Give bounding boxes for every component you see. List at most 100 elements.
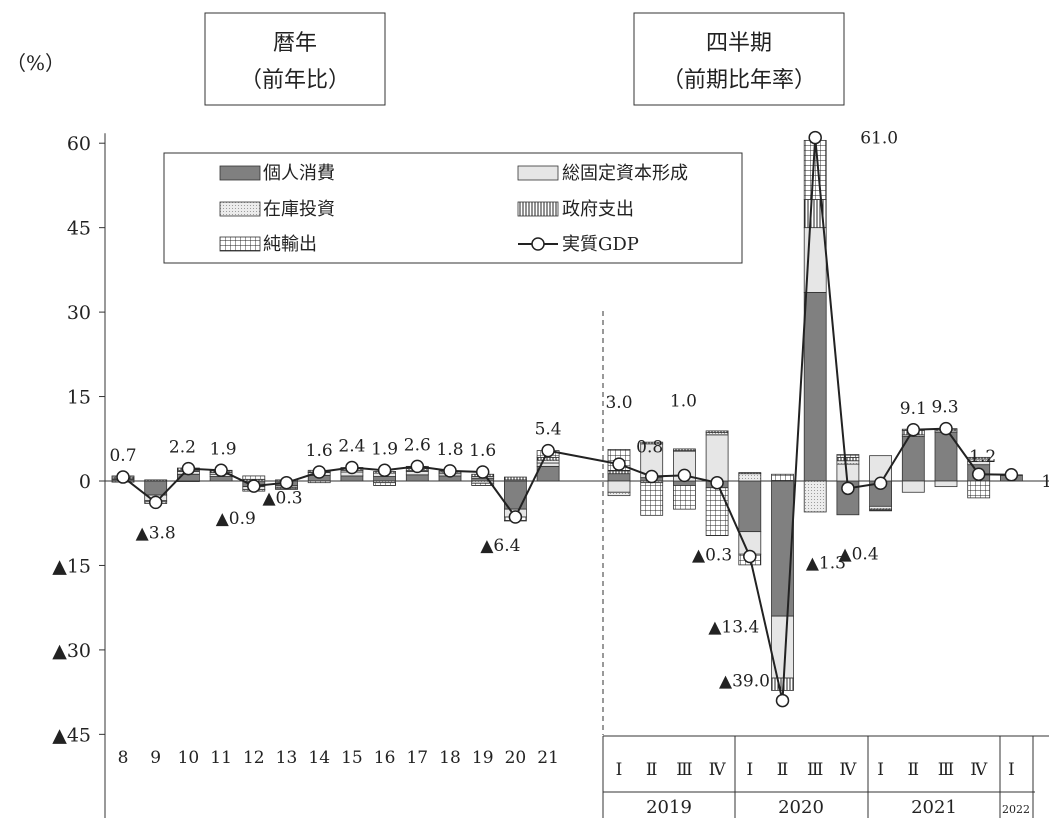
bar-segment-net-exports — [471, 482, 495, 486]
gdp-data-label: 1.6 — [306, 441, 333, 461]
x-tick-label: 15 — [341, 748, 363, 768]
gdp-point — [377, 463, 392, 478]
x-tick-label: 8 — [118, 748, 129, 768]
year-label-2019: 2019 — [646, 797, 692, 818]
gdp-data-label: ▲39.0 — [719, 672, 770, 692]
legend-swatch-net-exports — [219, 236, 261, 252]
bar-segment-investment — [934, 480, 958, 488]
gdp-data-label: ▲0.3 — [692, 546, 732, 566]
gdp-data-label: ▲1.3 — [806, 553, 846, 573]
gdp-data-label: 9.1 — [900, 399, 927, 419]
gdp-data-label: ▲0.3 — [262, 489, 302, 509]
x-tick-label: 13 — [276, 748, 298, 768]
gdp-point — [214, 463, 228, 478]
legend-label-gdp: 実質GDP — [562, 234, 639, 255]
x-tick-label: Ⅰ — [746, 760, 753, 780]
bar-segment-consumption — [340, 475, 364, 482]
axes: 60 45 30 15 0 ▲15 ▲30 ▲45 8 9 10 11 12 13 14 15 16 17 18 19… — [52, 133, 1049, 818]
quarterly-subtitle: （前期比年率） — [662, 68, 816, 93]
gdp-point — [116, 470, 130, 484]
gdp-point — [475, 465, 490, 479]
x-tick-label: 21 — [537, 748, 559, 768]
annual-title: 暦年 — [273, 31, 317, 56]
y-tick-label: 45 — [67, 218, 91, 240]
bar-segment-net-exports — [705, 487, 729, 537]
bar-segment-government — [503, 476, 527, 481]
legend-label-inventory: 在庫投資 — [263, 199, 335, 220]
bar-segment-investment — [705, 434, 729, 482]
bar-segment-consumption — [144, 480, 168, 496]
quarterly-title: 四半期 — [706, 31, 772, 56]
legend-label-consumption: 個人消費 — [263, 163, 335, 184]
y-tick-label: 60 — [67, 133, 91, 155]
x-tick-label: 14 — [308, 748, 330, 768]
bar-segment-consumption — [209, 476, 233, 482]
bar-segment-net-exports — [869, 509, 892, 512]
bar-segment-government — [640, 441, 664, 445]
gdp-point — [541, 443, 555, 458]
gdp-point — [508, 510, 523, 524]
gdp-point — [775, 693, 790, 708]
legend-label-net-exports: 純輸出 — [263, 234, 317, 255]
x-tick-label: 16 — [374, 748, 396, 768]
bar-segment-inventory — [869, 505, 892, 510]
gdp-point — [312, 465, 326, 479]
bar-segment-net-exports — [640, 482, 664, 516]
bar-segment-consumption — [536, 465, 560, 482]
year-label-2021: 2021 — [911, 797, 957, 818]
y-tick-label: ▲45 — [52, 724, 91, 746]
bar-segment-inventory — [836, 460, 860, 465]
gdp-point — [644, 469, 659, 484]
legend: 個人消費 総固定資本形成 在庫投資 政府支出 純輸出 実質GDP — [163, 152, 743, 264]
bar-segment-net-exports — [242, 475, 266, 480]
gdp-data-label: 5.4 — [535, 420, 562, 440]
legend-swatch-government — [517, 201, 559, 217]
y-tick-label: 30 — [67, 302, 91, 324]
bar-segment-government — [536, 456, 560, 461]
x-tick-label: Ⅲ — [807, 760, 823, 780]
bar-segment-consumption — [738, 480, 762, 533]
bar-segment-government — [607, 470, 631, 475]
y-tick-label: 0 — [79, 471, 91, 493]
x-tick-label: Ⅳ — [970, 760, 988, 780]
gdp-line-layer — [116, 130, 1019, 708]
x-tick-label: Ⅱ — [646, 760, 658, 780]
x-tick-label: Ⅳ — [709, 760, 727, 780]
legend-swatch-consumption — [219, 165, 261, 181]
gdp-data-label: ▲0.4 — [839, 544, 879, 564]
gdp-data-label: 2.6 — [404, 435, 431, 455]
bar-segment-investment — [901, 480, 925, 493]
gdp-data-label: 1.2 — [969, 447, 996, 467]
bar-segment-inventory — [738, 473, 762, 482]
bar-segment-consumption — [803, 291, 827, 482]
year-label-2020: 2020 — [778, 797, 824, 818]
gdp-data-label: ▲3.8 — [136, 523, 176, 543]
annual-title-box — [204, 12, 386, 106]
legend-marker-gdp — [531, 237, 545, 251]
legend-label-government: 政府支出 — [562, 199, 634, 220]
gdp-point — [410, 459, 425, 474]
legend-label-investment: 総固定資本形成 — [562, 163, 688, 184]
gdp-point — [148, 495, 163, 510]
gdp-point — [279, 475, 294, 490]
bar-segment-net-exports — [771, 473, 794, 482]
gdp-data-label: 0.7 — [109, 446, 136, 466]
gdp-point — [677, 468, 692, 483]
x-tick-label: Ⅲ — [938, 760, 954, 780]
bar-segment-net-exports — [307, 480, 331, 484]
gdp-data-label: 1.9 — [371, 439, 398, 459]
annual-subtitle: （前年比） — [240, 68, 350, 93]
gdp-data-label: ▲0.9 — [216, 509, 256, 529]
x-tick-label: 9 — [150, 748, 161, 768]
gdp-data-labels: 0.7▲3.82.2 1.9▲0.9▲0.31.6 2.4 1.9 2.6 1.8 1.6▲… — [109, 129, 1049, 692]
bar-segment-net-exports — [373, 482, 397, 486]
gdp-data-label: 1.6 — [469, 441, 496, 461]
x-tick-label: Ⅰ — [1008, 760, 1015, 780]
gdp-data-label: 2.2 — [169, 438, 196, 458]
bar-segment-government — [673, 448, 696, 451]
x-tick-label: 12 — [243, 748, 265, 768]
bar-segment-investment — [607, 480, 631, 493]
gdp-point — [971, 467, 986, 481]
x-tick-label: 20 — [505, 748, 527, 768]
bar-segment-consumption — [405, 474, 429, 482]
